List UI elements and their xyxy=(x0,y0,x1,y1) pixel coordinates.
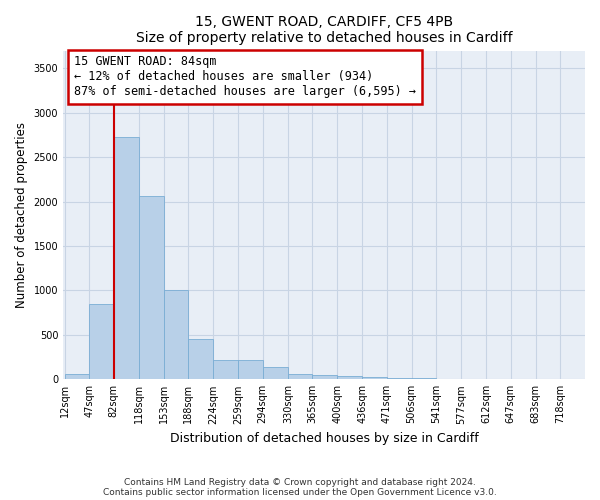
Bar xyxy=(263,368,288,380)
Bar xyxy=(139,196,164,380)
Y-axis label: Number of detached properties: Number of detached properties xyxy=(15,122,28,308)
Bar xyxy=(412,378,436,380)
Bar xyxy=(288,374,313,380)
Bar xyxy=(164,290,188,380)
Bar xyxy=(188,340,214,380)
Bar xyxy=(387,378,412,380)
Text: 15 GWENT ROAD: 84sqm
← 12% of detached houses are smaller (934)
87% of semi-deta: 15 GWENT ROAD: 84sqm ← 12% of detached h… xyxy=(74,56,416,98)
Bar xyxy=(362,376,387,380)
Bar xyxy=(214,360,238,380)
Title: 15, GWENT ROAD, CARDIFF, CF5 4PB
Size of property relative to detached houses in: 15, GWENT ROAD, CARDIFF, CF5 4PB Size of… xyxy=(136,15,512,45)
Bar xyxy=(114,136,139,380)
Bar xyxy=(89,304,114,380)
Bar xyxy=(65,374,89,380)
Bar xyxy=(238,360,263,380)
Bar xyxy=(337,376,362,380)
Text: Contains HM Land Registry data © Crown copyright and database right 2024.
Contai: Contains HM Land Registry data © Crown c… xyxy=(103,478,497,497)
Bar xyxy=(313,375,337,380)
X-axis label: Distribution of detached houses by size in Cardiff: Distribution of detached houses by size … xyxy=(170,432,478,445)
